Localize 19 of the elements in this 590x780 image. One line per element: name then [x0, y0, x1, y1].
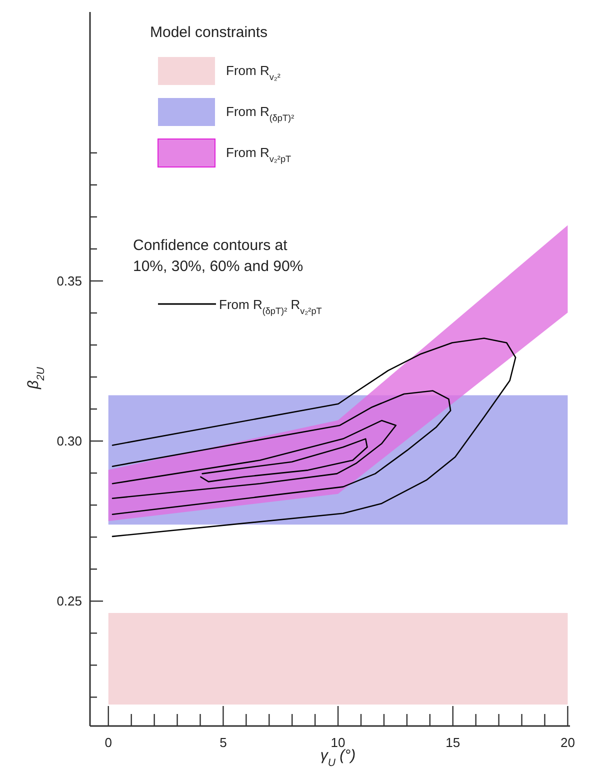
- x-tick-label: 5: [220, 735, 227, 750]
- x-tick-label: 15: [446, 735, 460, 750]
- x-tick-label: 0: [104, 735, 112, 750]
- annotation: Confidence contours at 10%, 30%, 60% and 90%: [133, 237, 304, 275]
- line-series: [112, 390, 452, 516]
- legend-label: From R$_{v₂²}$: [226, 63, 280, 82]
- y-tick-label: 0.25: [56, 594, 82, 609]
- y-tick-label: 0.30: [56, 434, 82, 449]
- line-series: [112, 338, 516, 538]
- legend-title: Model constraints: [150, 24, 268, 41]
- x-tick-label: 20: [560, 735, 575, 750]
- x-tick-label: 10: [330, 735, 346, 750]
- line-series: [112, 420, 397, 499]
- x-axis-title: γ$_{U}$ (°): [320, 747, 356, 769]
- legend-label: From R$_{(δpT)²}$: [226, 104, 294, 123]
- legend-label: From R$_{(δpT)²}$ R$_{v₂²pT}$: [219, 297, 322, 316]
- line-series: [200, 438, 368, 482]
- legend-label: From R$_{v₂²pT}$: [226, 145, 292, 164]
- y-tick-label: 0.35: [56, 273, 82, 288]
